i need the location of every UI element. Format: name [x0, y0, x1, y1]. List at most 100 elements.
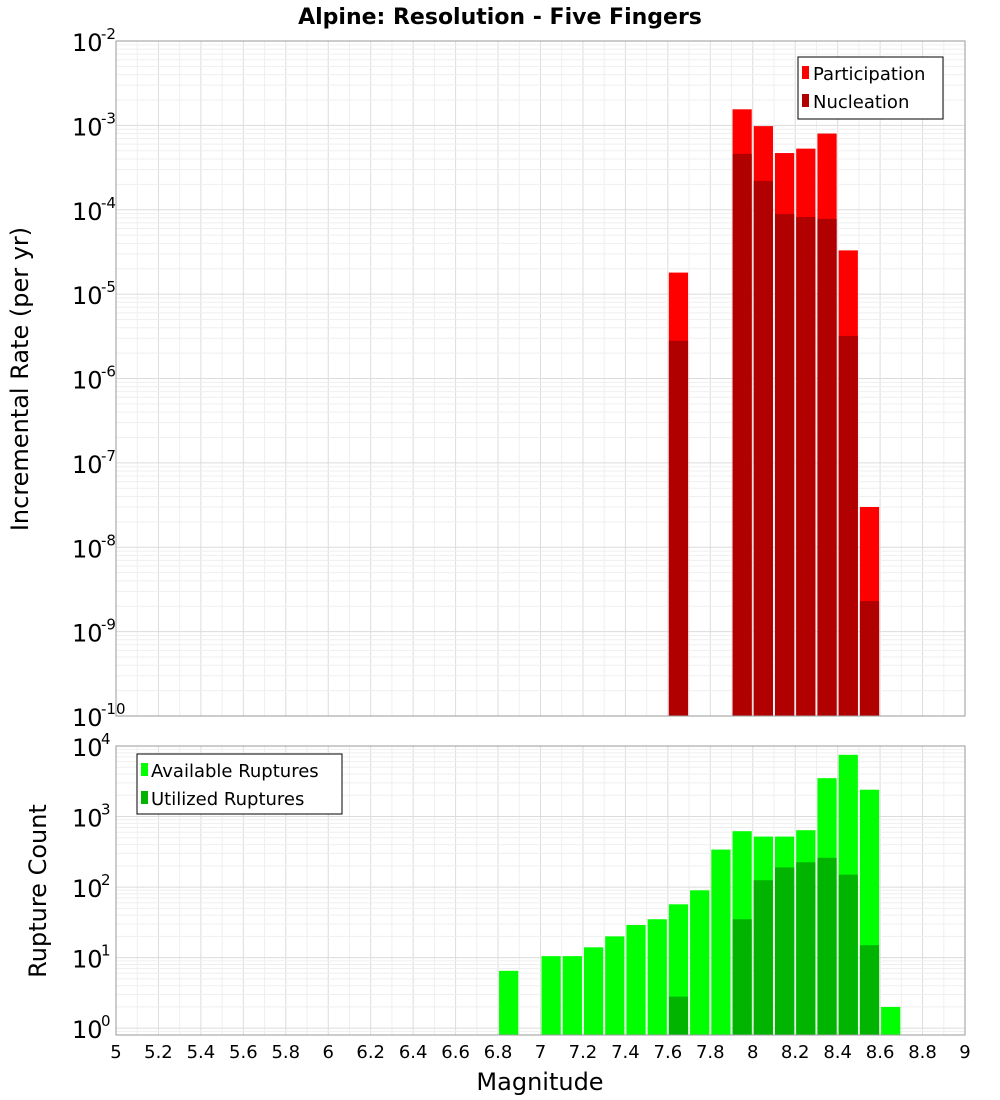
x-tick-label: 9 — [959, 1042, 970, 1063]
x-tick-label: 8.8 — [908, 1042, 937, 1063]
bottom-legend-box — [136, 753, 343, 815]
bottom-bar-available-ruptures — [605, 936, 625, 1035]
x-tick-label: 7.8 — [696, 1042, 725, 1063]
x-tick-label: 8.2 — [781, 1042, 810, 1063]
bottom-bar-available-ruptures — [562, 956, 582, 1035]
x-tick-label: 6.6 — [441, 1042, 470, 1063]
bottom-bar-available-ruptures — [647, 919, 667, 1035]
bottom-bar-utilized-ruptures — [774, 867, 795, 1035]
bottom-y-tick-exponent: 4 — [101, 730, 111, 748]
top-bar-nucleation — [796, 217, 816, 716]
x-tick-label: 8.4 — [823, 1042, 852, 1063]
top-bars — [668, 109, 880, 717]
bottom-bar-available-ruptures — [583, 947, 604, 1035]
bottom-y-tick-label: 10 — [72, 946, 103, 974]
x-tick-label: 7.6 — [654, 1042, 683, 1063]
bottom-y-tick-label: 10 — [72, 1016, 103, 1044]
top-bar-nucleation — [753, 180, 773, 716]
legend-label-utilized: Utilized Ruptures — [151, 789, 304, 810]
bottom-bar-available-ruptures — [711, 849, 731, 1035]
legend-label-available: Available Ruptures — [151, 761, 319, 782]
top-y-tick-label: 10 — [72, 367, 103, 395]
x-tick-label: 5 — [110, 1042, 121, 1063]
x-tick-label: 7.2 — [569, 1042, 598, 1063]
x-tick-label: 6.2 — [356, 1042, 385, 1063]
bottom-y-tick-exponent: 1 — [101, 942, 111, 960]
bottom-y-tick-exponent: 2 — [101, 871, 111, 889]
bottom-bar-utilized-ruptures — [753, 880, 773, 1035]
bottom-y-tick-exponent: 3 — [101, 801, 111, 819]
bottom-bar-utilized-ruptures — [668, 996, 689, 1035]
bottom-y-tick-label: 10 — [72, 875, 103, 903]
bottom-legend: Available Ruptures Utilized Ruptures — [136, 753, 343, 815]
x-tick-label: 5.8 — [271, 1042, 300, 1063]
bottom-bar-utilized-ruptures — [859, 945, 880, 1035]
top-y-tick-exponent: -2 — [101, 25, 116, 43]
x-ticks: 5 5.2 5.4 5.6 5.8 6 6.2 6.4 6.6 6.8 7 7.2 7.4 7.6 7.8 8… — [110, 1042, 970, 1063]
bottom-y-tick-exponent: 0 — [101, 1012, 111, 1030]
bottom-bars — [499, 754, 901, 1035]
bottom-bar-available-ruptures — [541, 956, 561, 1035]
top-bar-nucleation — [774, 214, 795, 717]
top-y-axis-label: Incremental Rate (per yr) — [6, 227, 34, 531]
top-y-tick-label: 10 — [72, 29, 103, 57]
top-y-tick-label: 10 — [72, 704, 103, 732]
x-tick-label: 5.6 — [229, 1042, 258, 1063]
top-bar-nucleation — [838, 335, 858, 716]
top-y-tick-exponent: -9 — [101, 616, 116, 634]
bottom-y-axis-label: Rupture Count — [24, 804, 52, 978]
top-y-tick-exponent: -3 — [101, 109, 116, 127]
top-legend: Participation Nucleation — [797, 56, 944, 120]
legend-swatch-nucleation — [802, 94, 809, 107]
legend-label-nucleation: Nucleation — [813, 92, 909, 113]
top-y-tick-label: 10 — [72, 620, 103, 648]
top-y-tick-exponent: -5 — [101, 278, 116, 296]
top-y-tick-label: 10 — [72, 282, 103, 310]
legend-label-participation: Participation — [813, 64, 925, 85]
bottom-bar-available-ruptures — [626, 925, 646, 1035]
x-tick-label: 8 — [747, 1042, 758, 1063]
top-y-tick-exponent: -8 — [101, 531, 116, 549]
top-legend-box — [797, 56, 944, 120]
bottom-bar-utilized-ruptures — [817, 857, 837, 1035]
bottom-y-tick-label: 10 — [72, 734, 103, 762]
legend-swatch-utilized — [141, 791, 148, 804]
bottom-plot-frame — [115, 745, 966, 1036]
top-y-tick-exponent: -10 — [101, 700, 126, 718]
bottom-bar-available-ruptures — [881, 1006, 901, 1035]
x-tick-label: 8.6 — [866, 1042, 895, 1063]
bottom-bar-utilized-ruptures — [838, 874, 858, 1035]
top-bar-nucleation — [732, 153, 752, 716]
top-y-tick-exponent: -6 — [101, 363, 116, 381]
x-tick-label: 7 — [535, 1042, 546, 1063]
bottom-bar-available-ruptures — [690, 890, 710, 1035]
top-y-tick-label: 10 — [72, 198, 103, 226]
x-tick-label: 7.4 — [611, 1042, 640, 1063]
top-bar-nucleation — [817, 218, 837, 716]
x-tick-label: 5.2 — [144, 1042, 173, 1063]
top-grid — [115, 40, 966, 717]
top-bar-nucleation — [859, 601, 880, 716]
top-bar-nucleation — [668, 340, 689, 716]
bottom-y-tick-label: 10 — [72, 805, 103, 833]
top-y-tick-label: 10 — [72, 451, 103, 479]
legend-swatch-available — [141, 763, 148, 776]
chart-title: Alpine: Resolution - Five Fingers — [298, 5, 702, 30]
x-tick-label: 6 — [323, 1042, 334, 1063]
x-tick-label: 5.4 — [187, 1042, 216, 1063]
x-tick-label: 6.8 — [484, 1042, 513, 1063]
top-y-tick-label: 10 — [72, 113, 103, 141]
top-y-tick-exponent: -7 — [101, 447, 116, 465]
x-axis-label: Magnitude — [476, 1068, 603, 1096]
bottom-bar-utilized-ruptures — [732, 919, 752, 1035]
top-y-tick-exponent: -4 — [101, 194, 116, 212]
top-plot-frame — [115, 40, 966, 717]
legend-swatch-participation — [802, 66, 809, 79]
top-y-tick-label: 10 — [72, 535, 103, 563]
bottom-bar-available-ruptures — [499, 970, 519, 1035]
x-tick-label: 6.4 — [399, 1042, 428, 1063]
